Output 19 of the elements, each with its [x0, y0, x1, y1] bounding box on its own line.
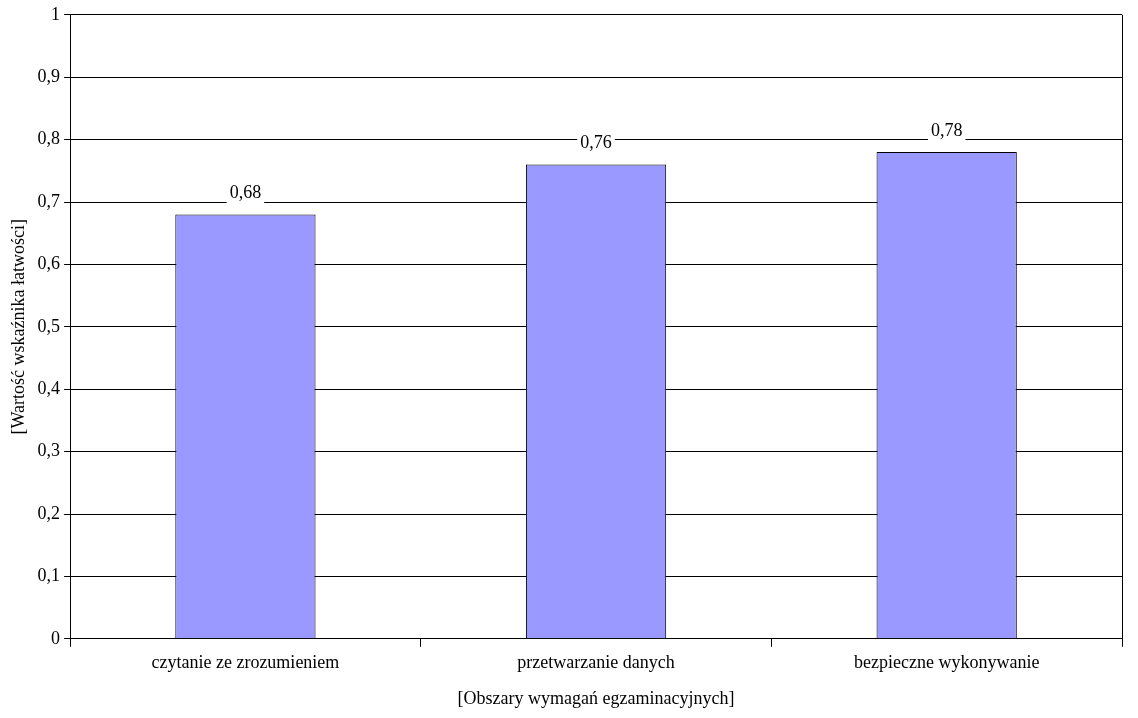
data-label: 0,76 [580, 132, 612, 153]
y-tick-label: 0,8 [37, 128, 61, 149]
data-label: 0,68 [229, 182, 262, 203]
y-tick-label: 0,9 [37, 65, 61, 86]
x-tick-label: bezpieczne wykonywanie [853, 652, 1040, 673]
y-tick-label: 0,6 [37, 253, 61, 274]
y-tick-label: 1 [51, 3, 61, 24]
x-tick-label: czytanie ze zrozumieniem [151, 652, 340, 673]
y-tick-label: 0,3 [37, 440, 61, 461]
y-tick-label: 0,7 [37, 190, 61, 211]
data-label: 0,78 [930, 119, 963, 140]
y-tick-label: 0,2 [37, 502, 61, 523]
y-tick-label: 0,1 [37, 565, 61, 586]
y-tick-label: 0,5 [37, 315, 61, 336]
y-tick-label: 0 [51, 627, 61, 648]
x-tick-label: przetwarzanie danych [517, 652, 675, 673]
x-axis-title: [Obszary wymagań egzaminacyjnych] [457, 687, 735, 708]
y-axis-title: [Wartość wskaźnika łatwości] [7, 219, 28, 435]
y-tick-label: 0,4 [37, 377, 61, 398]
